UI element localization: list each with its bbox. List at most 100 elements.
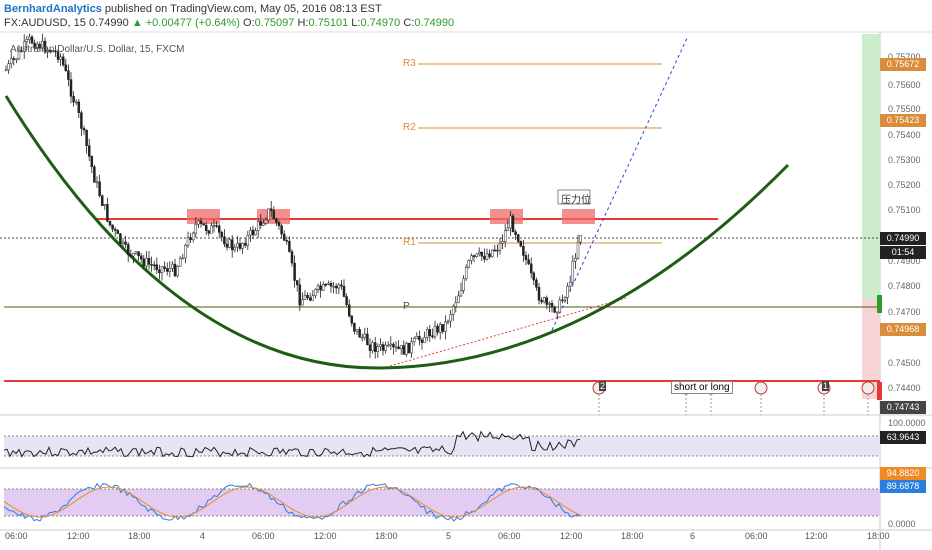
- rsi-value-label: 63.9643: [880, 431, 926, 444]
- candle-body: [295, 280, 299, 286]
- candle-body: [392, 343, 395, 348]
- rounding-bottom-curve[interactable]: [4, 95, 790, 370]
- candle-body: [95, 181, 99, 184]
- candle-body: [410, 341, 413, 354]
- red-stop-zone: [862, 299, 880, 399]
- candle-body: [285, 240, 289, 242]
- candle-body: [496, 249, 499, 252]
- candle-body: [490, 249, 494, 258]
- candle-body: [217, 225, 221, 233]
- candle-body: [537, 287, 541, 301]
- candle-body: [329, 283, 333, 287]
- price-tick: 0.75300: [888, 155, 921, 165]
- time-tick: 06:00: [498, 531, 521, 541]
- bar-countdown-label: 01:54: [880, 246, 926, 259]
- candle-body: [376, 346, 380, 352]
- candle-body: [272, 210, 276, 220]
- price-tick: 0.74500: [888, 358, 921, 368]
- candle-body: [418, 336, 421, 341]
- candle-body: [262, 222, 265, 226]
- candle-body: [189, 237, 192, 241]
- price-tick: 0.74700: [888, 307, 921, 317]
- candle-body: [290, 251, 294, 264]
- event-callout[interactable]: short or long: [671, 381, 733, 394]
- candle-body: [399, 345, 403, 350]
- annotation-box[interactable]: [557, 189, 591, 205]
- open-label: O:: [243, 17, 255, 29]
- flag-icon[interactable]: [861, 381, 875, 395]
- candle-body: [98, 181, 101, 196]
- candle-body: [275, 218, 278, 223]
- candle-body: [428, 329, 432, 336]
- candle-body: [355, 329, 359, 332]
- candle-body: [514, 231, 517, 235]
- long-position-marker[interactable]: [877, 295, 882, 313]
- candle-body: [126, 244, 130, 256]
- author-link[interactable]: BernhardAnalytics: [4, 3, 102, 15]
- time-tick: 12:00: [314, 531, 337, 541]
- candle-body: [93, 166, 96, 183]
- stoch-k-value-label: 89.6878: [880, 480, 926, 493]
- candle-body: [90, 156, 94, 168]
- event-markers[interactable]: [592, 381, 875, 415]
- candle-body: [451, 306, 455, 315]
- candle-body: [251, 229, 255, 236]
- time-tick: 06:00: [5, 531, 28, 541]
- candle-body: [316, 285, 320, 290]
- published-text: published on TradingView.com, May 05, 20…: [104, 3, 382, 15]
- candle-body: [519, 241, 523, 247]
- candle-body: [223, 236, 226, 245]
- flag-icon[interactable]: [754, 381, 768, 395]
- stoch-d-value-label: 94.8820: [880, 467, 926, 480]
- price-tick: 0.75500: [888, 104, 921, 114]
- candle-body: [197, 220, 200, 225]
- candle-body: [168, 268, 172, 272]
- candle-body: [61, 56, 65, 66]
- candle-body: [509, 215, 512, 229]
- time-tick: 18:00: [621, 531, 644, 541]
- candle-body: [72, 96, 75, 103]
- candle-body: [444, 321, 447, 332]
- candle-body: [532, 272, 536, 281]
- candle-body: [350, 315, 354, 324]
- price-tick: 0.75400: [888, 130, 921, 140]
- candle-body: [121, 241, 125, 245]
- candle-body: [139, 255, 143, 260]
- resistance-touch-box[interactable]: [562, 209, 595, 224]
- resistance-touch-box[interactable]: [490, 209, 523, 224]
- candle-body: [488, 253, 491, 258]
- candle-body: [314, 288, 317, 297]
- candle-body: [160, 266, 164, 274]
- price-tick: 0.75700: [888, 52, 921, 62]
- candle-body: [155, 264, 159, 271]
- rsi-line: [3, 430, 581, 458]
- current-price-label: 0.74990: [880, 232, 926, 245]
- secondary-price-label: 0.74968: [880, 323, 926, 336]
- short-position-marker[interactable]: [877, 382, 882, 400]
- candle-body: [282, 233, 286, 241]
- price-tick: 0.74400: [888, 383, 921, 393]
- low-value: 0.74970: [360, 17, 401, 29]
- rising-support-trendline[interactable]: [389, 297, 627, 367]
- support-price-label: 0.74743: [880, 401, 926, 414]
- candle-body: [347, 304, 351, 317]
- candle-body: [535, 279, 538, 288]
- resistance-touch-box[interactable]: [187, 209, 220, 224]
- time-tick: 18:00: [375, 531, 398, 541]
- candle-body: [243, 243, 247, 246]
- candle-body: [288, 240, 291, 252]
- event-count-badge: 1: [822, 381, 830, 391]
- candle-body: [319, 285, 322, 291]
- candle-body: [186, 237, 190, 246]
- candle-body: [204, 224, 208, 231]
- candle-body: [506, 227, 510, 232]
- candle-body: [342, 286, 346, 297]
- change-label: ▲ +0.00477 (+0.64%): [131, 17, 240, 29]
- projection-trendline[interactable]: [551, 35, 689, 331]
- candle-body: [111, 224, 114, 230]
- candle-body: [548, 302, 551, 305]
- candle-body: [483, 255, 486, 260]
- candle-body: [124, 241, 127, 245]
- candle-body: [522, 246, 525, 256]
